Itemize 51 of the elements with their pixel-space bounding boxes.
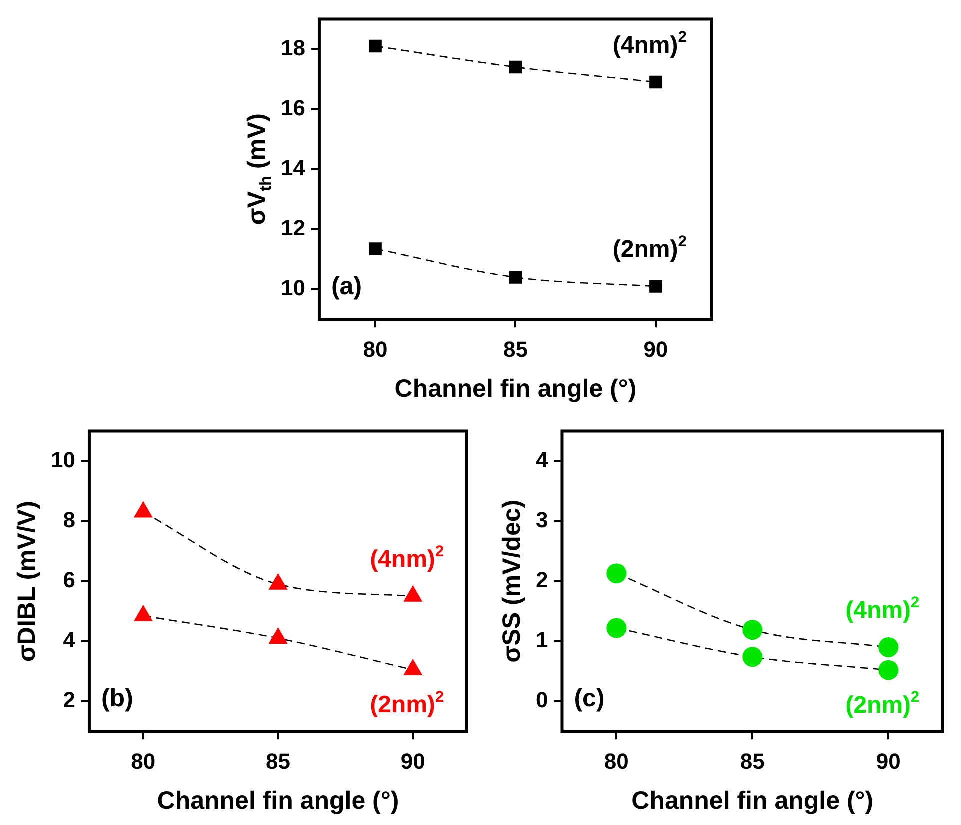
y-axis-title: σDIBL (mV/V) xyxy=(12,501,41,662)
x-axis-title: Channel fin angle (°) xyxy=(157,786,400,815)
annotation: (c) xyxy=(574,684,605,712)
y-tick-label: 16 xyxy=(280,95,306,120)
annotation: (b) xyxy=(101,684,134,712)
y-tick-label: 3 xyxy=(536,507,548,532)
point xyxy=(878,637,899,658)
annotation: (a) xyxy=(331,272,362,300)
x-tick-label: 80 xyxy=(604,748,629,774)
y-tick-label: 2 xyxy=(63,688,76,713)
point xyxy=(606,618,627,638)
point xyxy=(268,573,288,590)
point xyxy=(650,76,662,89)
point xyxy=(742,620,763,640)
y-tick-label: 6 xyxy=(63,567,76,592)
y-axis-title: σVth (mV) xyxy=(242,114,276,226)
x-tick-label: 90 xyxy=(400,748,426,774)
point xyxy=(509,271,522,284)
y-tick-label: 4 xyxy=(63,628,76,653)
y-tick-label: 18 xyxy=(280,35,306,60)
x-tick-label: 85 xyxy=(503,336,528,362)
point xyxy=(650,280,662,293)
x-tick-label: 90 xyxy=(876,748,901,774)
y-tick-label: 2 xyxy=(536,567,548,592)
y-tick-label: 0 xyxy=(536,688,548,713)
y-tick-label: 14 xyxy=(280,155,306,180)
x-axis-title: Channel fin angle (°) xyxy=(394,374,637,403)
x-tick-label: 80 xyxy=(363,336,388,362)
x-tick-label: 90 xyxy=(644,336,668,362)
x-tick-label: 85 xyxy=(266,748,290,774)
point xyxy=(369,242,382,256)
point xyxy=(369,40,382,53)
y-tick-label: 1 xyxy=(536,628,548,653)
x-tick-label: 80 xyxy=(131,748,156,774)
point xyxy=(134,604,153,622)
x-tick-label: 85 xyxy=(740,748,765,774)
y-tick-label: 10 xyxy=(280,276,306,301)
point xyxy=(134,501,153,518)
y-tick-label: 10 xyxy=(50,447,76,472)
point xyxy=(509,60,522,74)
point xyxy=(878,660,899,680)
point xyxy=(268,627,288,644)
point xyxy=(404,659,423,676)
y-tick-label: 4 xyxy=(536,447,549,472)
x-axis-title: Channel fin angle (°) xyxy=(632,786,874,815)
y-axis-title: σSS (mV/dec) xyxy=(498,500,526,663)
y-tick-label: 8 xyxy=(63,507,76,532)
point xyxy=(742,647,763,668)
point xyxy=(606,564,627,584)
y-tick-label: 12 xyxy=(280,216,306,241)
point xyxy=(404,585,423,602)
